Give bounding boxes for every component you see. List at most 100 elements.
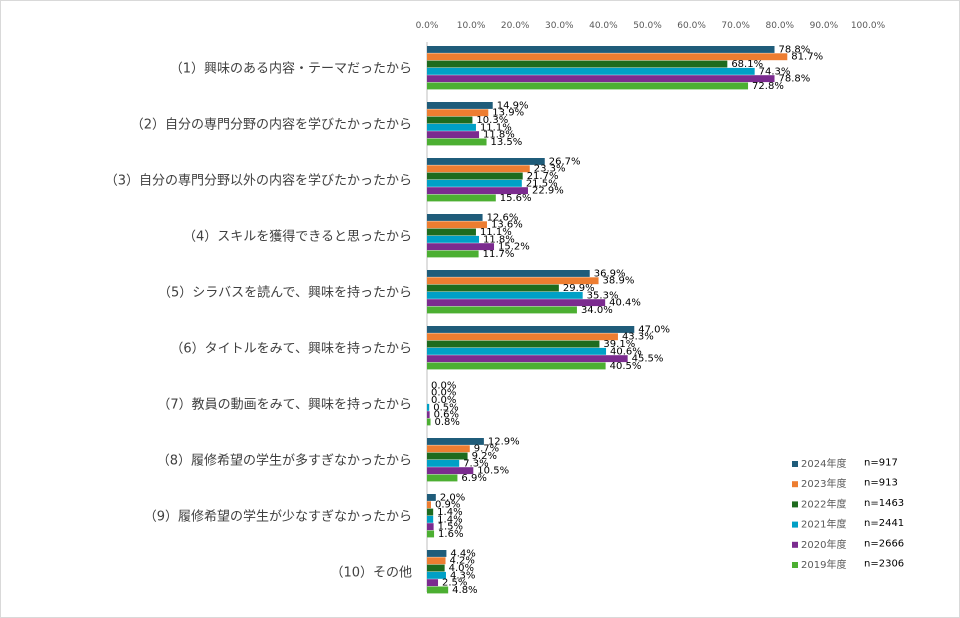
bar <box>427 508 434 516</box>
x-tick-label: 0.0% <box>416 21 439 31</box>
legend-swatch <box>792 521 798 528</box>
data-label: 2.0% <box>440 492 465 503</box>
legend-label: 2021年度 <box>801 518 846 531</box>
bar <box>427 523 434 531</box>
data-label: 47.0% <box>638 324 670 335</box>
data-label: 12.9% <box>488 436 520 447</box>
data-label: 1.4% <box>437 507 462 518</box>
bar <box>427 445 470 453</box>
x-tick-label: 20.0% <box>501 21 530 31</box>
bar <box>427 214 483 221</box>
bar <box>427 340 600 348</box>
bar <box>427 494 436 501</box>
bars <box>427 46 788 594</box>
data-label: 43.3% <box>622 332 654 343</box>
data-label: 1.6% <box>438 529 463 540</box>
data-label: 35.3% <box>587 290 619 301</box>
data-label: 0.6% <box>434 410 459 421</box>
bar <box>427 53 788 61</box>
bar <box>427 187 528 195</box>
legend-sample-size: n=2666 <box>864 538 904 549</box>
category-label: （2）自分の専門分野の内容を学びたかったから <box>131 117 412 133</box>
bar <box>427 550 447 557</box>
category-label: （1）興味のある内容・テーマだったから <box>170 61 412 77</box>
bar <box>427 221 487 229</box>
data-label: 11.1% <box>480 122 512 133</box>
bar <box>427 67 755 75</box>
legend-swatch <box>792 501 798 508</box>
data-label: 15.6% <box>500 193 532 204</box>
legend-label: 2024年度 <box>801 457 846 470</box>
legend-label: 2023年度 <box>801 477 846 490</box>
data-label: 39.1% <box>603 339 635 350</box>
bar <box>427 355 628 363</box>
bar <box>427 250 479 258</box>
data-label: 4.8% <box>452 585 477 596</box>
bar <box>427 571 446 579</box>
bar <box>427 459 460 467</box>
data-label: 23.3% <box>534 164 566 175</box>
data-label: 81.7% <box>791 52 823 63</box>
bar <box>427 60 728 68</box>
data-label: 12.6% <box>487 212 519 223</box>
data-label: 40.4% <box>609 298 641 309</box>
category-label: （4）スキルを獲得できると思ったから <box>183 229 412 245</box>
data-label: 26.7% <box>549 156 581 167</box>
legend-sample-size: n=917 <box>864 458 898 469</box>
bar <box>427 109 489 117</box>
data-label: 0.0% <box>431 388 456 399</box>
data-label: 74.3% <box>759 66 791 77</box>
x-tick-label: 80.0% <box>766 21 795 31</box>
data-label: 4.2% <box>450 556 475 567</box>
legend-label: 2020年度 <box>801 538 846 551</box>
bar <box>427 579 439 587</box>
data-label: 40.5% <box>610 361 642 372</box>
data-label: 0.0% <box>431 380 456 391</box>
data-label: 22.9% <box>532 186 564 197</box>
legend-sample-size: n=2306 <box>864 559 904 570</box>
data-label: 4.0% <box>449 563 474 574</box>
bar <box>427 194 496 202</box>
bar <box>427 284 559 292</box>
bar <box>427 467 474 475</box>
x-tick-label: 30.0% <box>545 21 574 31</box>
bar <box>427 530 435 538</box>
legend: 2024年度 n=917 2023年度 n=913 2022年度 n=1463 2021年度… <box>792 457 904 571</box>
bar <box>427 102 493 109</box>
x-axis-ticks: 0.0% 10.0% 20.0% 30.0% 40.0% 50.0% 60.0% 70.0% 8… <box>416 21 886 31</box>
data-label: 15.2% <box>498 242 530 253</box>
x-tick-label: 60.0% <box>677 21 706 31</box>
bar <box>427 411 430 419</box>
bar <box>427 501 431 509</box>
legend-sample-size: n=1463 <box>864 498 904 509</box>
data-label: 34.0% <box>581 305 613 316</box>
data-label: 0.0% <box>431 395 456 406</box>
legend-label: 2019年度 <box>801 558 846 571</box>
bar <box>427 333 618 341</box>
category-label: （8）履修希望の学生が多すぎなかったから <box>157 453 412 469</box>
category-label: （9）履修希望の学生が少なすぎなかったから <box>144 509 412 525</box>
bar <box>427 362 606 370</box>
bar <box>427 347 607 355</box>
legend-sample-size: n=913 <box>864 478 898 489</box>
bar <box>427 235 480 243</box>
data-label: 0.5% <box>433 402 458 413</box>
bar <box>427 165 530 173</box>
category-labels: （1）興味のある内容・テーマだったから （2）自分の専門分野の内容を学びたかったか… <box>105 61 412 581</box>
category-label: （7）教員の動画をみて、興味を持ったから <box>157 397 412 413</box>
data-label: 11.1% <box>480 227 512 238</box>
data-label: 72.8% <box>752 81 784 92</box>
x-tick-label: 50.0% <box>633 21 662 31</box>
data-label: 4.4% <box>450 548 475 559</box>
bar <box>427 228 476 236</box>
data-label: 38.9% <box>603 276 635 287</box>
data-label: 0.8% <box>435 417 460 428</box>
category-label: （5）シラバスを読んで、興味を持ったから <box>158 285 412 301</box>
bar <box>427 403 430 411</box>
bar <box>427 131 480 139</box>
data-label: 21.7% <box>527 171 559 182</box>
bar <box>427 277 599 285</box>
data-label: 29.9% <box>563 283 595 294</box>
bar <box>427 179 522 187</box>
data-label: 9.7% <box>474 444 499 455</box>
